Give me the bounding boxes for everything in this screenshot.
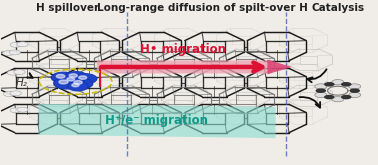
Circle shape <box>324 82 335 87</box>
Circle shape <box>315 92 327 98</box>
Polygon shape <box>267 60 292 74</box>
Circle shape <box>3 51 14 55</box>
Text: H• migration: H• migration <box>140 43 226 55</box>
Circle shape <box>79 76 87 79</box>
Circle shape <box>56 74 65 78</box>
Circle shape <box>14 70 25 74</box>
Circle shape <box>7 70 19 75</box>
Text: Catalysis: Catalysis <box>311 3 364 13</box>
Text: H⁺/e⁻ migration: H⁺/e⁻ migration <box>105 114 209 127</box>
Circle shape <box>74 81 82 84</box>
Circle shape <box>349 92 361 98</box>
Circle shape <box>10 108 22 113</box>
Circle shape <box>69 82 87 90</box>
Circle shape <box>70 79 91 88</box>
Circle shape <box>59 80 68 84</box>
Circle shape <box>69 74 77 77</box>
Circle shape <box>66 72 86 81</box>
Circle shape <box>68 82 88 91</box>
Circle shape <box>324 95 335 99</box>
Circle shape <box>3 92 15 96</box>
Circle shape <box>17 42 28 47</box>
Circle shape <box>341 95 352 99</box>
Circle shape <box>316 88 326 93</box>
Circle shape <box>65 72 88 82</box>
Circle shape <box>315 84 327 89</box>
Circle shape <box>67 78 74 81</box>
Text: H₂: H₂ <box>15 78 27 87</box>
Circle shape <box>17 107 28 112</box>
Circle shape <box>332 97 344 102</box>
Circle shape <box>10 91 22 96</box>
Circle shape <box>9 50 21 55</box>
Circle shape <box>55 78 78 88</box>
Circle shape <box>349 88 360 93</box>
Text: H spillover: H spillover <box>36 3 99 13</box>
Circle shape <box>62 76 84 85</box>
Circle shape <box>10 42 22 47</box>
Polygon shape <box>38 104 276 138</box>
Circle shape <box>74 74 97 84</box>
Circle shape <box>54 78 79 89</box>
Circle shape <box>64 76 83 85</box>
Text: Long-range diffusion of spilt-over H: Long-range diffusion of spilt-over H <box>97 3 308 13</box>
Circle shape <box>332 80 344 85</box>
Circle shape <box>53 73 74 82</box>
Circle shape <box>51 72 76 83</box>
Circle shape <box>341 82 352 87</box>
Circle shape <box>349 84 361 89</box>
Circle shape <box>75 74 96 83</box>
Circle shape <box>72 84 79 87</box>
FancyBboxPatch shape <box>97 60 272 73</box>
Circle shape <box>69 79 93 89</box>
